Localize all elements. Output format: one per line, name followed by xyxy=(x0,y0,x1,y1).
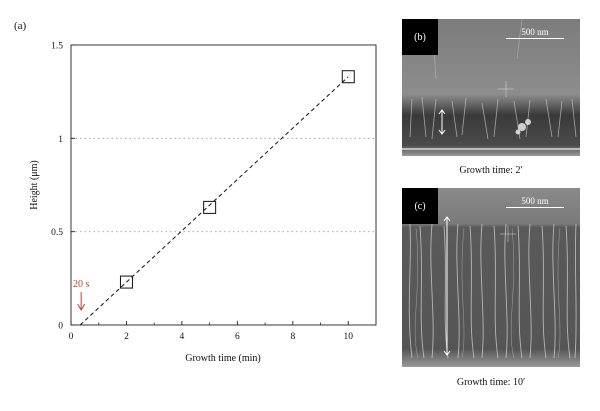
grid-lines xyxy=(71,137,376,233)
fit-line xyxy=(79,76,349,326)
scale-bar-c: 500 nm xyxy=(506,196,564,208)
height-arrow-2min xyxy=(438,109,446,135)
x-axis-title: Growth time (min) xyxy=(185,353,261,364)
height-vs-time-chart: 0 0.5 1 1.5 0 2 4 6 8 10 20 s Growth time (min) H… xyxy=(29,42,377,364)
data-point-10 xyxy=(341,70,355,84)
panel-c-label: (c) xyxy=(402,188,438,224)
sem-image-2min: (b) 500 nm xyxy=(402,19,580,156)
y-axis-title: Height (μm) xyxy=(29,160,40,210)
y-tick-label-0: 0 xyxy=(58,322,63,332)
x-tick-label-0: 0 xyxy=(69,332,74,342)
caption-10min: Growth time: 10′ xyxy=(456,377,526,388)
sem-image-10min: (c) 500 nm xyxy=(402,188,580,367)
x-tick-label-10: 10 xyxy=(344,332,354,342)
y-tick-label-0.5: 0.5 xyxy=(51,228,63,238)
annotation-20s-label: 20 s xyxy=(73,279,90,290)
data-markers xyxy=(119,70,355,289)
x-tick-label-8: 8 xyxy=(290,332,295,342)
annotation-arrow-head xyxy=(77,303,86,311)
scale-bar-b: 500 nm xyxy=(506,27,564,39)
annotation-layer: 20 s xyxy=(73,279,90,311)
plot-frame xyxy=(70,44,377,326)
axis-ticks: 0 0.5 1 1.5 0 2 4 6 8 10 xyxy=(51,42,353,343)
scale-bar-c-text: 500 nm xyxy=(521,196,549,206)
fit-line-layer xyxy=(79,76,349,326)
x-tick-label-4: 4 xyxy=(180,332,185,342)
data-point-5 xyxy=(203,200,217,214)
data-point-2 xyxy=(119,275,133,289)
scale-bar-b-text: 500 nm xyxy=(521,27,549,37)
y-tick-label-1: 1 xyxy=(58,135,63,145)
y-tick-label-1.5: 1.5 xyxy=(51,42,63,52)
height-arrow-10min xyxy=(443,216,451,356)
caption-2min: Growth time: 2′ xyxy=(459,165,523,176)
panel-b-label: (b) xyxy=(402,19,438,55)
x-tick-label-2: 2 xyxy=(124,332,129,342)
panel-a-label: (a) xyxy=(14,20,27,32)
x-tick-label-6: 6 xyxy=(235,332,240,342)
